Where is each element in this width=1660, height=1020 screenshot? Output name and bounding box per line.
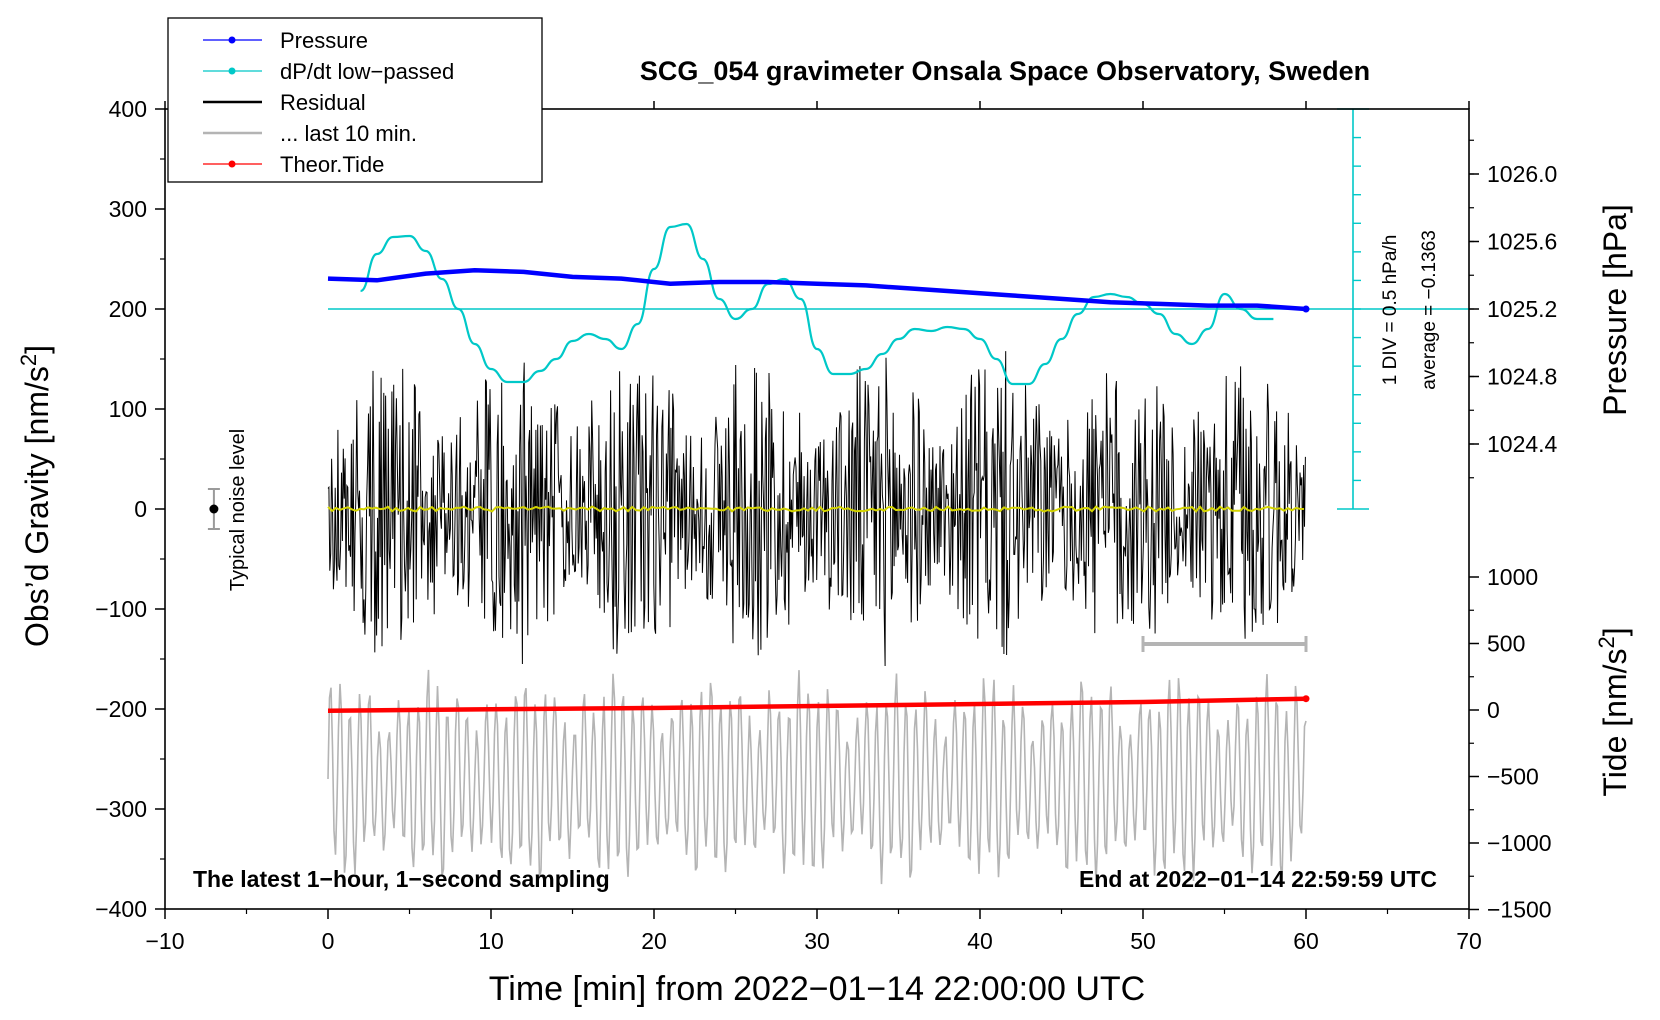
x-tick-label: 70 — [1456, 928, 1482, 954]
legend-label: Pressure — [280, 28, 368, 53]
tide-tick-label: 500 — [1487, 631, 1525, 657]
tide-tick-label: −1500 — [1487, 897, 1552, 923]
chart-title: SCG_054 gravimeter Onsala Space Observat… — [640, 56, 1370, 86]
y-axis-label-tide-sup: 2 — [1594, 636, 1619, 648]
axes-layer: −10 0 10 20 30 40 50 60 704003002001000−100−200−… — [95, 96, 1557, 954]
legend-label: Theor.Tide — [280, 152, 384, 177]
scale-bar-div-label: 1 DIV = 0.5 hPa/h — [1380, 235, 1401, 386]
y-axis-label-gravity-text: Obs’d Gravity [nm/s — [19, 366, 55, 647]
scale-bar-average-label: average = −0.1363 — [1419, 230, 1440, 390]
y-tick-label: 200 — [109, 296, 147, 322]
y-axis-label-gravity-close: ] — [19, 345, 55, 354]
pressure-end-marker — [1302, 305, 1310, 313]
residual-trace — [327, 351, 1306, 667]
legend-label: ... last 10 min. — [280, 121, 417, 146]
data-series-layer — [207, 108, 1469, 713]
pressure-tick-label: 1024.8 — [1487, 364, 1557, 390]
x-tick-label: 50 — [1130, 928, 1156, 954]
last-10-min-trace — [327, 669, 1307, 885]
y-tick-label: 0 — [134, 496, 147, 522]
pressure-tick-label: 1024.4 — [1487, 431, 1558, 457]
legend-label: dP/dt low−passed — [280, 59, 454, 84]
y-axis-label-tide-text: Tide [nm/s — [1597, 648, 1633, 796]
x-tick-label: 60 — [1293, 928, 1319, 954]
last-10-min-line — [327, 669, 1307, 885]
legend-marker — [228, 36, 236, 44]
y-axis-label-pressure: Pressure [hPa] — [1597, 204, 1633, 416]
y-axis-label-gravity-sup: 2 — [16, 354, 41, 366]
y-tick-label: 400 — [109, 96, 147, 122]
y-tick-label: −200 — [95, 696, 147, 722]
y-axis-label-tide: Tide [nm/s2] — [1594, 627, 1633, 796]
tide-line — [327, 696, 1307, 713]
pressure-line — [327, 267, 1307, 312]
pressure-tick-label: 1025.6 — [1487, 229, 1557, 255]
y-tick-label: −300 — [95, 796, 147, 822]
residual-filtered-line — [327, 505, 1305, 513]
tide-tick-label: 0 — [1487, 697, 1500, 723]
noise-level-label: Typical noise level — [227, 429, 249, 591]
y-tick-label: −100 — [95, 596, 147, 622]
legend: Pressure dP/dt low−passed Residual ... last… — [167, 17, 543, 183]
y-tick-label: 300 — [109, 196, 147, 222]
noise-point — [209, 504, 219, 514]
tide-tick-label: 1000 — [1487, 564, 1538, 590]
x-tick-label: 10 — [478, 928, 504, 954]
legend-marker — [228, 67, 236, 75]
tide-tick-label: −500 — [1487, 764, 1539, 790]
y-tick-label: −400 — [95, 896, 147, 922]
dpdt-line — [360, 222, 1274, 386]
end-time-annotation: End at 2022−01−14 22:59:59 UTC — [1079, 866, 1437, 892]
y-axis-label-tide-close: ] — [1597, 627, 1633, 636]
pressure-tick-label: 1026.0 — [1487, 161, 1557, 187]
x-axis-label: Time [min] from 2022−01−14 22:00:00 UTC — [489, 970, 1145, 1008]
pressure-tick-label: 1025.2 — [1487, 296, 1557, 322]
legend-marker — [228, 160, 236, 168]
x-tick-label: 0 — [322, 928, 335, 954]
residual-line — [327, 351, 1306, 667]
tide-end-marker — [1302, 695, 1310, 703]
legend-box — [167, 17, 543, 183]
residual-filtered-trace — [327, 505, 1305, 513]
sampling-annotation: The latest 1−hour, 1−second sampling — [193, 866, 610, 892]
tide-tick-label: −1000 — [1487, 830, 1552, 856]
x-tick-label: −10 — [145, 928, 184, 954]
y-tick-label: 100 — [109, 396, 147, 422]
x-tick-label: 40 — [967, 928, 993, 954]
x-tick-label: 20 — [641, 928, 667, 954]
legend-label: Residual — [280, 90, 366, 115]
x-tick-label: 30 — [804, 928, 830, 954]
y-axis-label-gravity: Obs’d Gravity [nm/s2] — [16, 345, 55, 647]
